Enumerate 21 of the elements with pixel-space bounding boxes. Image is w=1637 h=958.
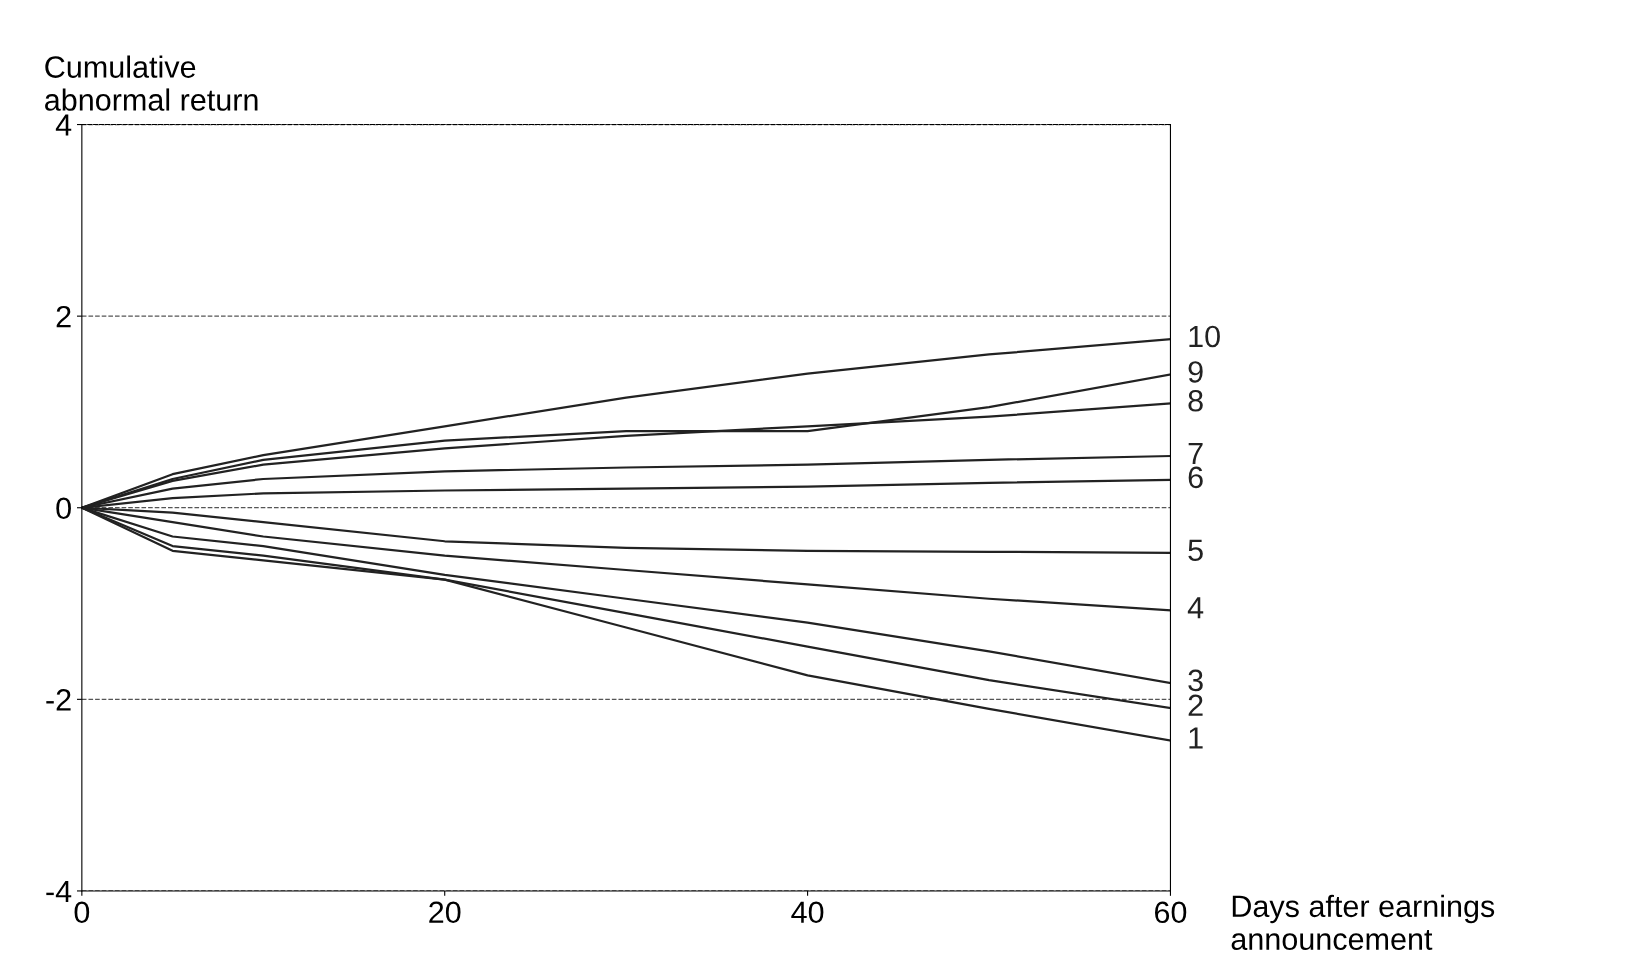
- series-label: 4: [1187, 597, 1204, 619]
- x-tick-label: 20: [429, 901, 461, 924]
- y-axis-title: Cumulative abnormal return: [45, 55, 258, 111]
- x-tick-label: 60: [1155, 901, 1187, 924]
- x-tick-label: 40: [791, 901, 824, 924]
- series-label: 5: [1188, 539, 1203, 561]
- series-label: 7: [1188, 442, 1203, 464]
- y-tick-label: 2: [56, 305, 71, 328]
- y-tick-label: 4: [55, 114, 72, 136]
- y-tick-label: -2: [46, 689, 71, 711]
- series-label: 10: [1189, 325, 1220, 348]
- series-label: 2: [1188, 694, 1203, 716]
- series-label: 8: [1188, 389, 1203, 412]
- x-tick-label: 0: [74, 901, 90, 924]
- series-label: 9: [1188, 361, 1203, 383]
- y-tick-label: -4: [46, 880, 72, 903]
- x-axis-title: Days after earnings announcement: [1231, 894, 1495, 951]
- series-label: 3: [1188, 669, 1203, 692]
- y-tick-label: 0: [56, 497, 71, 520]
- series-label: 1: [1189, 727, 1203, 749]
- series-label: 6: [1188, 466, 1203, 489]
